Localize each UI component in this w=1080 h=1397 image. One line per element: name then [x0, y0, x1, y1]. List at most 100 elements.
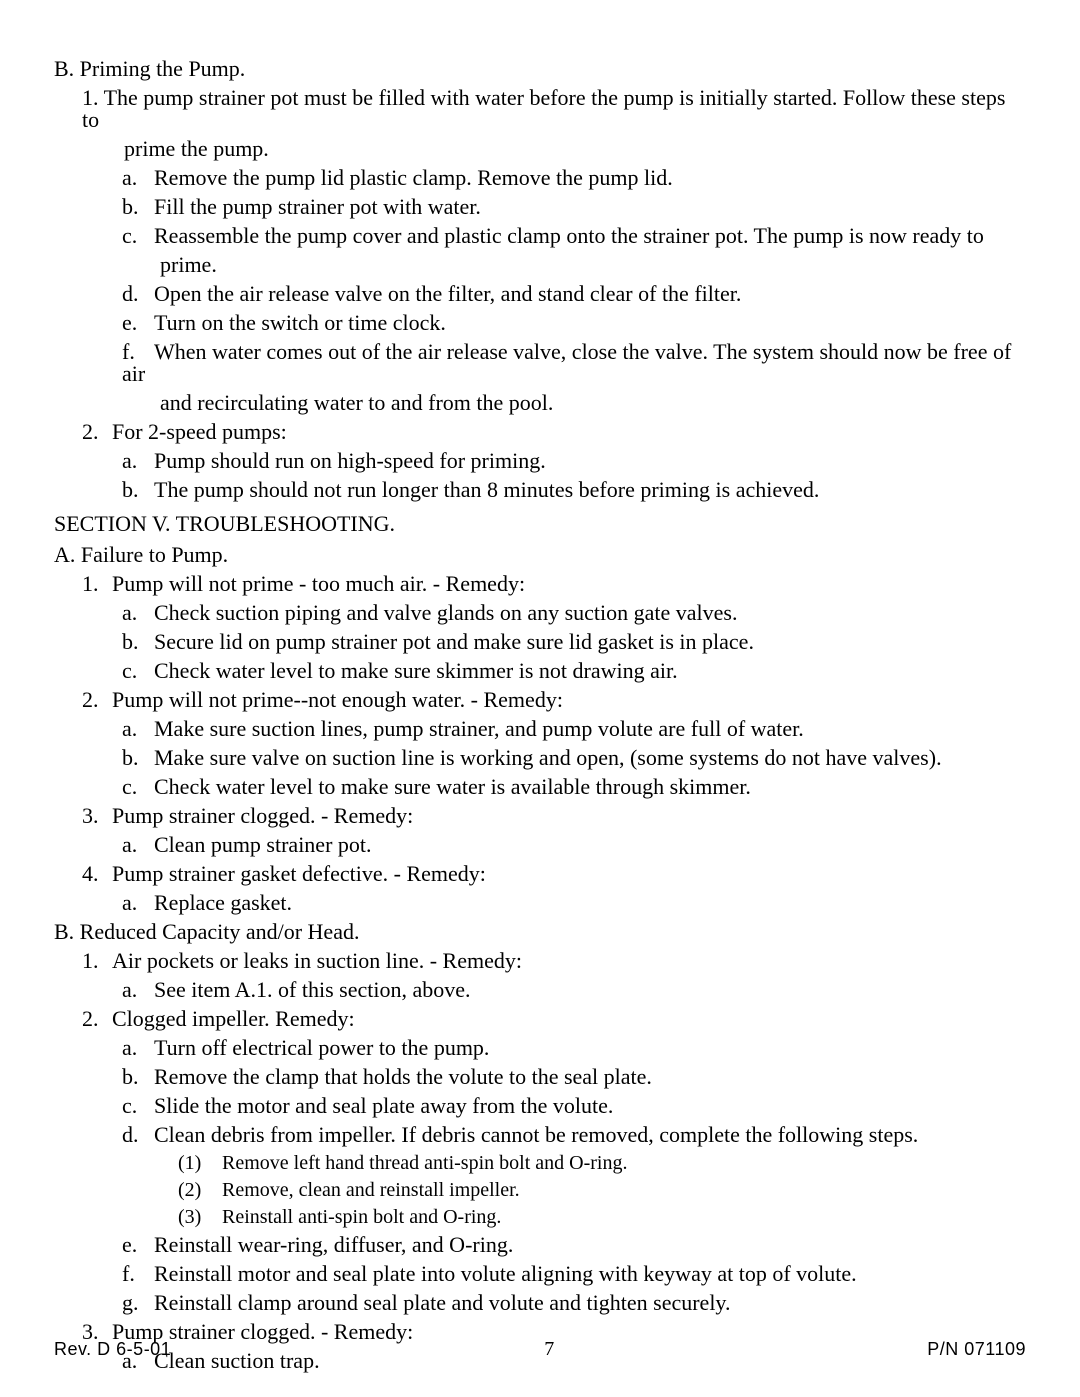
item-b2rd3: (3)Reinstall anti-spin bolt and O-ring.: [54, 1207, 1026, 1227]
item-a2: 2.Pump will not prime--not enough water.…: [54, 689, 1026, 711]
text: The pump should not run longer than 8 mi…: [154, 477, 819, 502]
marker-2: 2.: [82, 689, 112, 711]
text: Clean debris from impeller. If debris ca…: [154, 1122, 918, 1147]
item-b1-cont: prime the pump.: [54, 138, 1026, 160]
text: Pump strainer clogged. - Remedy:: [112, 803, 413, 828]
item-b1c: c.Reassemble the pump cover and plastic …: [54, 225, 1026, 247]
text: Pump will not prime--not enough water. -…: [112, 687, 563, 712]
item-b2: 2.For 2-speed pumps:: [54, 421, 1026, 443]
item-b2rd: d.Clean debris from impeller. If debris …: [54, 1124, 1026, 1146]
marker-p1: (1): [178, 1153, 222, 1173]
text: Remove the clamp that holds the volute t…: [154, 1064, 652, 1089]
item-a2c: c.Check water level to make sure water i…: [54, 776, 1026, 798]
footer-rev: Rev. D 6-5-01: [54, 1339, 171, 1360]
item-a4: 4.Pump strainer gasket defective. - Reme…: [54, 863, 1026, 885]
marker-e: e.: [122, 312, 154, 334]
text: Make sure valve on suction line is worki…: [154, 745, 942, 770]
text: Secure lid on pump strainer pot and make…: [154, 629, 754, 654]
text: Turn off electrical power to the pump.: [154, 1035, 489, 1060]
marker-b: b.: [122, 747, 154, 769]
item-a1b: b.Secure lid on pump strainer pot and ma…: [54, 631, 1026, 653]
text: Remove the pump lid plastic clamp. Remov…: [154, 165, 673, 190]
item-a1: 1.Pump will not prime - too much air. - …: [54, 573, 1026, 595]
text: Reinstall clamp around seal plate and vo…: [154, 1290, 731, 1315]
item-b1f: f.When water comes out of the air releas…: [54, 341, 1026, 385]
item-b2ra: a.Turn off electrical power to the pump.: [54, 1037, 1026, 1059]
item-b2rb: b.Remove the clamp that holds the volute…: [54, 1066, 1026, 1088]
item-a2b: b.Make sure valve on suction line is wor…: [54, 747, 1026, 769]
text: When water comes out of the air release …: [122, 339, 1011, 386]
marker-d: d.: [122, 1124, 154, 1146]
item-b2rd1: (1)Remove left hand thread anti-spin bol…: [54, 1153, 1026, 1173]
item-b1r: 1.Air pockets or leaks in suction line. …: [54, 950, 1026, 972]
marker-c: c.: [122, 225, 154, 247]
item-a2a: a.Make sure suction lines, pump strainer…: [54, 718, 1026, 740]
footer-part-number: P/N 071109: [927, 1339, 1026, 1360]
item-a1a: a.Check suction piping and valve glands …: [54, 602, 1026, 624]
text: Pump will not prime - too much air. - Re…: [112, 571, 525, 596]
text: Replace gasket.: [154, 890, 292, 915]
marker-d: d.: [122, 283, 154, 305]
item-b2b: b.The pump should not run longer than 8 …: [54, 479, 1026, 501]
text: Clogged impeller. Remedy:: [112, 1006, 355, 1031]
text: Check water level to make sure skimmer i…: [154, 658, 678, 683]
text: Reinstall anti-spin bolt and O-ring.: [222, 1206, 501, 1228]
heading-section-v: SECTION V. TROUBLESHOOTING.: [54, 511, 1026, 537]
text: For 2-speed pumps:: [112, 419, 287, 444]
marker-4: 4.: [82, 863, 112, 885]
item-a3a: a.Clean pump strainer pot.: [54, 834, 1026, 856]
marker-1: 1.: [82, 573, 112, 595]
marker-b: b.: [122, 631, 154, 653]
marker-c: c.: [122, 1095, 154, 1117]
heading-b-reduced: B. Reduced Capacity and/or Head.: [54, 921, 1026, 943]
marker-2: 2.: [82, 1008, 112, 1030]
text: Pump should run on high-speed for primin…: [154, 448, 546, 473]
marker-p3: (3): [178, 1207, 222, 1227]
text: Remove, clean and reinstall impeller.: [222, 1179, 520, 1201]
marker-p2: (2): [178, 1180, 222, 1200]
text: Slide the motor and seal plate away from…: [154, 1093, 613, 1118]
marker-b: b.: [122, 479, 154, 501]
document-page: B. Priming the Pump. 1. The pump straine…: [0, 0, 1080, 1397]
item-b2rc: c.Slide the motor and seal plate away fr…: [54, 1095, 1026, 1117]
text: Reassemble the pump cover and plastic cl…: [154, 223, 984, 248]
item-b2re: e.Reinstall wear-ring, diffuser, and O-r…: [54, 1234, 1026, 1256]
item-b2rf: f.Reinstall motor and seal plate into vo…: [54, 1263, 1026, 1285]
item-b1a: a.Remove the pump lid plastic clamp. Rem…: [54, 167, 1026, 189]
text: Reinstall motor and seal plate into volu…: [154, 1261, 857, 1286]
item-a4a: a.Replace gasket.: [54, 892, 1026, 914]
text: Reinstall wear-ring, diffuser, and O-rin…: [154, 1232, 513, 1257]
item-b2rd2: (2)Remove, clean and reinstall impeller.: [54, 1180, 1026, 1200]
item-b1b: b.Fill the pump strainer pot with water.: [54, 196, 1026, 218]
item-a3: 3.Pump strainer clogged. - Remedy:: [54, 805, 1026, 827]
text: Open the air release valve on the filter…: [154, 281, 741, 306]
text: Pump strainer gasket defective. - Remedy…: [112, 861, 486, 886]
marker-a: a.: [122, 450, 154, 472]
marker-1: 1.: [82, 950, 112, 972]
item-b1f-cont: and recirculating water to and from the …: [54, 392, 1026, 414]
item-b1c-cont: prime.: [54, 254, 1026, 276]
marker-c: c.: [122, 776, 154, 798]
marker-3: 3.: [82, 805, 112, 827]
marker-2: 2.: [82, 421, 112, 443]
text: Air pockets or leaks in suction line. - …: [112, 948, 522, 973]
item-b2a: a.Pump should run on high-speed for prim…: [54, 450, 1026, 472]
marker-b: b.: [122, 196, 154, 218]
marker-a: a.: [122, 718, 154, 740]
heading-b-priming: B. Priming the Pump.: [54, 58, 1026, 80]
text: See item A.1. of this section, above.: [154, 977, 471, 1002]
footer-page-number: 7: [544, 1338, 554, 1361]
item-a1c: c.Check water level to make sure skimmer…: [54, 660, 1026, 682]
item-b2rg: g.Reinstall clamp around seal plate and …: [54, 1292, 1026, 1314]
marker-b: b.: [122, 1066, 154, 1088]
marker-f: f.: [122, 1263, 154, 1285]
page-footer: Rev. D 6-5-01 7 P/N 071109: [54, 1338, 1026, 1361]
marker-g: g.: [122, 1292, 154, 1314]
item-b1d: d.Open the air release valve on the filt…: [54, 283, 1026, 305]
marker-a: a.: [122, 892, 154, 914]
marker-a: a.: [122, 167, 154, 189]
marker-a: a.: [122, 602, 154, 624]
marker-e: e.: [122, 1234, 154, 1256]
marker-a: a.: [122, 834, 154, 856]
marker-f: f.: [122, 341, 154, 363]
